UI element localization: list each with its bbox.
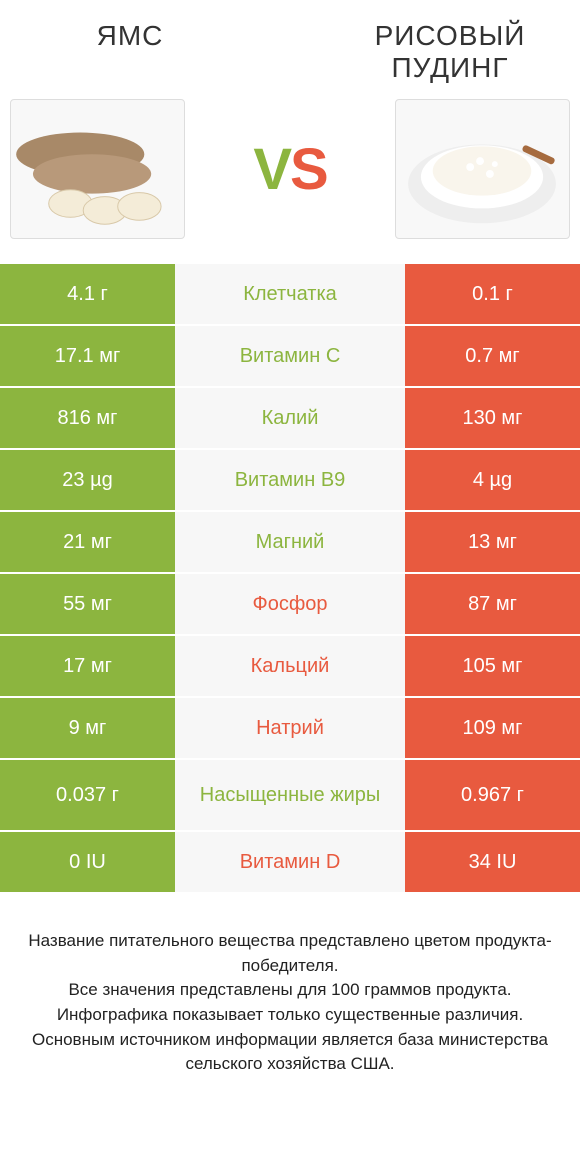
nutrient-label: Витамин D	[175, 832, 405, 892]
nutrient-row: 21 мгМагний13 мг	[0, 512, 580, 572]
left-value: 17.1 мг	[0, 326, 175, 386]
left-food-image	[10, 99, 185, 239]
footer-line-4: Основным источником информации является …	[25, 1028, 555, 1077]
footer-notes: Название питательного вещества представл…	[0, 894, 580, 1107]
right-value: 4 µg	[405, 450, 580, 510]
header-row: ЯМС РИСОВЫЙ ПУДИНГ	[0, 0, 580, 84]
nutrient-row: 17 мгКальций105 мг	[0, 636, 580, 696]
right-value: 0.967 г	[405, 760, 580, 830]
right-value: 34 IU	[405, 832, 580, 892]
nutrient-label: Магний	[175, 512, 405, 572]
nutrient-label: Калий	[175, 388, 405, 448]
left-value: 55 мг	[0, 574, 175, 634]
right-value: 130 мг	[405, 388, 580, 448]
yam-icon	[11, 100, 184, 238]
nutrient-label: Насыщенные жиры	[175, 760, 405, 830]
vs-v-letter: V	[253, 137, 290, 202]
footer-line-3: Инфографика показывает только существенн…	[25, 1003, 555, 1028]
nutrient-table: 4.1 гКлетчатка0.1 г17.1 мгВитамин C0.7 м…	[0, 264, 580, 892]
nutrient-label: Витамин B9	[175, 450, 405, 510]
pudding-icon	[396, 100, 569, 238]
vs-label: VS	[253, 136, 326, 203]
left-food-title: ЯМС	[10, 20, 250, 52]
left-value: 17 мг	[0, 636, 175, 696]
left-value: 816 мг	[0, 388, 175, 448]
left-value: 0.037 г	[0, 760, 175, 830]
nutrient-label: Натрий	[175, 698, 405, 758]
right-food-title: РИСОВЫЙ ПУДИНГ	[330, 20, 570, 84]
nutrient-row: 17.1 мгВитамин C0.7 мг	[0, 326, 580, 386]
right-value: 87 мг	[405, 574, 580, 634]
nutrient-label: Витамин C	[175, 326, 405, 386]
footer-line-2: Все значения представлены для 100 граммо…	[25, 978, 555, 1003]
left-value: 4.1 г	[0, 264, 175, 324]
nutrient-row: 816 мгКалий130 мг	[0, 388, 580, 448]
vs-s-letter: S	[290, 137, 327, 202]
infographic-container: ЯМС РИСОВЫЙ ПУДИНГ VS	[0, 0, 580, 1107]
left-value: 9 мг	[0, 698, 175, 758]
left-value: 23 µg	[0, 450, 175, 510]
nutrient-row: 0.037 гНасыщенные жиры0.967 г	[0, 760, 580, 830]
nutrient-row: 23 µgВитамин B94 µg	[0, 450, 580, 510]
right-value: 0.7 мг	[405, 326, 580, 386]
nutrient-row: 0 IUВитамин D34 IU	[0, 832, 580, 892]
nutrient-label: Кальций	[175, 636, 405, 696]
right-food-image	[395, 99, 570, 239]
images-row: VS	[0, 84, 580, 264]
left-value: 21 мг	[0, 512, 175, 572]
nutrient-row: 9 мгНатрий109 мг	[0, 698, 580, 758]
right-value: 109 мг	[405, 698, 580, 758]
right-value: 105 мг	[405, 636, 580, 696]
nutrient-row: 4.1 гКлетчатка0.1 г	[0, 264, 580, 324]
nutrient-label: Фосфор	[175, 574, 405, 634]
nutrient-row: 55 мгФосфор87 мг	[0, 574, 580, 634]
right-value: 0.1 г	[405, 264, 580, 324]
left-value: 0 IU	[0, 832, 175, 892]
footer-line-1: Название питательного вещества представл…	[25, 929, 555, 978]
right-value: 13 мг	[405, 512, 580, 572]
nutrient-label: Клетчатка	[175, 264, 405, 324]
